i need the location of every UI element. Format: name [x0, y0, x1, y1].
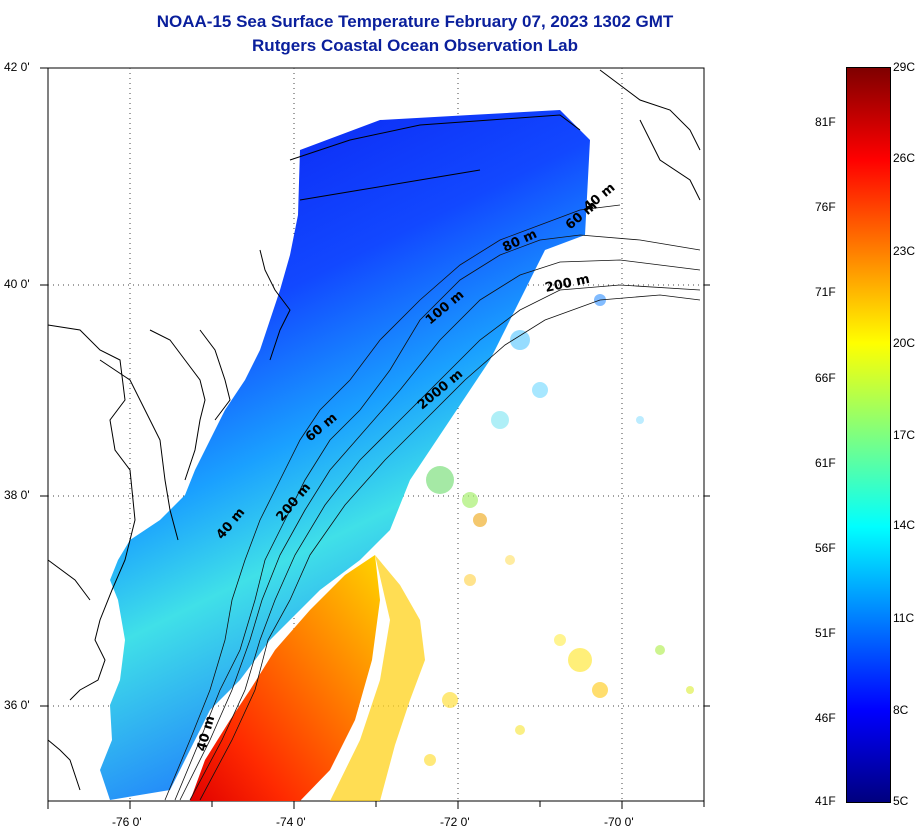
celsius-tick-label: 17C — [893, 428, 916, 442]
fahrenheit-tick-label: 46F — [815, 711, 836, 725]
celsius-tick-label: 14C — [893, 518, 916, 532]
celsius-tick-label: 8C — [893, 703, 909, 717]
sea-surface-warm-edge — [330, 555, 425, 801]
celsius-tick-label: 23C — [893, 244, 916, 258]
celsius-tick-label: 26C — [893, 151, 916, 165]
fahrenheit-tick-label: 81F — [815, 115, 836, 129]
celsius-tick-label: 29C — [893, 60, 916, 74]
fahrenheit-tick-label: 51F — [815, 626, 836, 640]
sea-surface-cool — [100, 110, 590, 800]
lat-tick-label: 40 0' — [4, 277, 30, 291]
fahrenheit-tick-label: 56F — [815, 541, 836, 555]
celsius-tick-label: 11C — [893, 611, 915, 625]
fahrenheit-tick-label: 66F — [815, 371, 836, 385]
celsius-tick-label: 20C — [893, 336, 916, 350]
map-subtitle: Rutgers Coastal Ocean Observation Lab — [252, 36, 578, 55]
celsius-tick-label: 5C — [893, 794, 909, 808]
coastline — [47, 69, 701, 791]
fahrenheit-tick-label: 61F — [815, 456, 836, 470]
fahrenheit-tick-label: 71F — [815, 285, 836, 299]
lat-tick-label: 36 0' — [4, 698, 30, 712]
lon-tick-label: -70 0' — [604, 815, 634, 829]
lon-tick-label: -74 0' — [276, 815, 306, 829]
frame-ticks — [40, 67, 710, 809]
lon-tick-label: -76 0' — [112, 815, 142, 829]
bathymetry-contours — [164, 204, 701, 801]
lon-tick-label: -72 0' — [440, 815, 470, 829]
map-title: NOAA-15 Sea Surface Temperature February… — [156, 12, 674, 31]
patchy-pixels — [424, 294, 694, 766]
lat-tick-label: 42 0' — [4, 60, 30, 74]
lat-tick-label: 38 0' — [4, 488, 30, 502]
fahrenheit-tick-label: 76F — [815, 200, 836, 214]
sea-surface-warm — [190, 555, 380, 801]
fahrenheit-tick-label: 41F — [815, 794, 836, 808]
color-scale-bar — [846, 67, 891, 803]
